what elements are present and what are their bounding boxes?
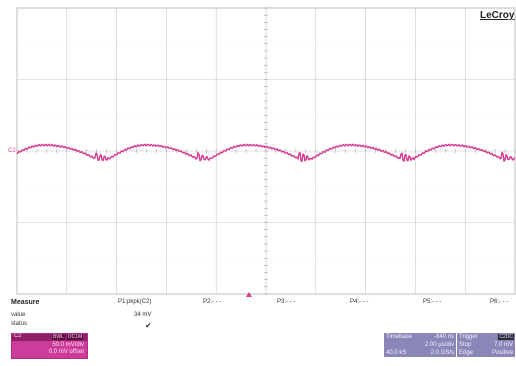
trigger-source-badge: C2DC bbox=[498, 334, 514, 340]
measure-title: Measure bbox=[11, 299, 40, 306]
channel-c2-name: C2 bbox=[14, 333, 22, 339]
timebase-samples: 40.0 kS bbox=[386, 350, 407, 356]
channel-c2-header: C2 BWL DC1M bbox=[12, 333, 87, 341]
measure-param-p5[interactable]: P5:- - - bbox=[423, 299, 442, 305]
trigger-position-marker[interactable] bbox=[246, 292, 252, 297]
measure-row-value-label: value bbox=[11, 312, 26, 318]
timebase-rate: 2.0 GS/s bbox=[430, 350, 454, 356]
trigger-title: Trigger bbox=[459, 334, 478, 340]
grid-lines bbox=[16, 7, 516, 295]
measure-p1-status-icon: ✔ bbox=[145, 321, 152, 330]
measure-param-p2[interactable]: P2:- - - bbox=[203, 299, 222, 305]
timebase-title: Timebase bbox=[386, 334, 413, 340]
trigger-level: 7.0 mV bbox=[493, 342, 513, 348]
timebase-descriptor[interactable]: Timebase -840 ns 2.00 µs/div 40.0 kS 2.0… bbox=[384, 333, 456, 357]
trigger-type: Edge bbox=[459, 350, 474, 356]
timebase-tdiv: 2.00 µs/div bbox=[424, 342, 454, 348]
measure-row-status-label: status bbox=[11, 321, 28, 327]
channel-bwl-badge: BWL bbox=[52, 334, 65, 340]
trigger-descriptor[interactable]: Trigger C2DC Stop 7.0 mV Edge Positive bbox=[457, 333, 515, 357]
trigger-slope: Positive bbox=[491, 350, 513, 356]
channel-c2-descriptor[interactable]: C2 BWL DC1M 50.0 mV/div 0.0 mV offset bbox=[11, 333, 88, 359]
channel-level-marker[interactable]: C2 bbox=[8, 148, 16, 154]
timebase-delay: -840 ns bbox=[433, 334, 454, 340]
trigger-mode: Stop bbox=[459, 342, 472, 348]
channel-coupling-badge: DC1M bbox=[67, 334, 84, 340]
channel-c2-trace bbox=[16, 143, 516, 163]
channel-offset: 0.0 mV offset bbox=[48, 349, 84, 355]
brand-logo: LeCroy bbox=[480, 10, 515, 21]
measure-param-p3[interactable]: P3:- - - bbox=[277, 299, 296, 305]
measure-p1-value: 34 mV bbox=[134, 312, 152, 318]
measure-param-p1[interactable]: P1:pkpk(C2) bbox=[118, 299, 152, 305]
channel-vdiv: 50.0 mV/div bbox=[52, 342, 84, 348]
measure-param-p4[interactable]: P4:- - - bbox=[350, 299, 369, 305]
measure-param-p6[interactable]: P6:- - - bbox=[490, 299, 509, 305]
